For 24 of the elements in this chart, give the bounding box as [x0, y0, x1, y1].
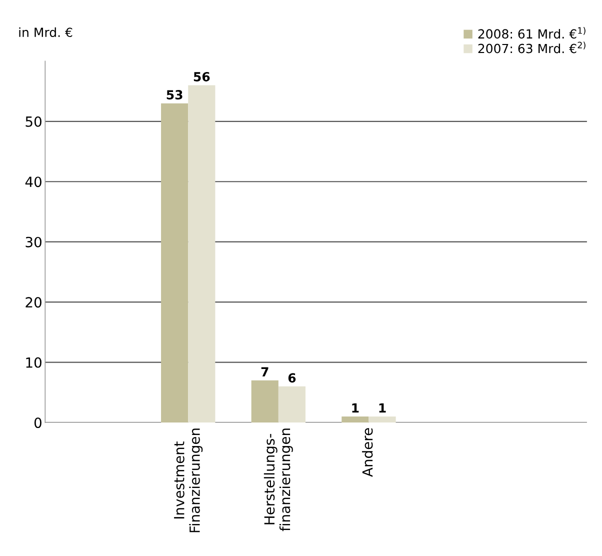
data-label: 56	[194, 72, 210, 82]
y-tick-label: 10	[26, 357, 42, 368]
y-tick-label: 40	[25, 176, 42, 188]
y-tick-label: 0	[34, 418, 42, 428]
bar	[278, 386, 306, 423]
x-tick-label: Herstellungs- finanzierungen	[264, 428, 293, 532]
bar	[161, 103, 188, 423]
x-tick-label: Andere	[362, 428, 373, 477]
y-tick-label: 20	[26, 297, 42, 308]
legend-label: 2007: 63 Mrd. €$^{2)}$	[478, 42, 586, 54]
bar	[342, 416, 369, 423]
bar	[368, 416, 396, 423]
data-label: 6	[288, 373, 296, 383]
bar	[188, 85, 216, 423]
text: in Mrd. €	[19, 27, 72, 38]
legend-label: 2008: 61 Mrd. €$^{1)}$	[478, 27, 586, 39]
y-tick-label: 50	[26, 116, 42, 127]
data-label: 1	[379, 403, 386, 413]
data-label: 1	[352, 403, 359, 413]
data-label: 7	[261, 367, 268, 376]
y-tick-label: 30	[26, 236, 42, 248]
bar	[251, 380, 278, 423]
x-tick-label: Investment Finanzierungen	[174, 428, 203, 532]
data-label: 53	[166, 90, 182, 100]
